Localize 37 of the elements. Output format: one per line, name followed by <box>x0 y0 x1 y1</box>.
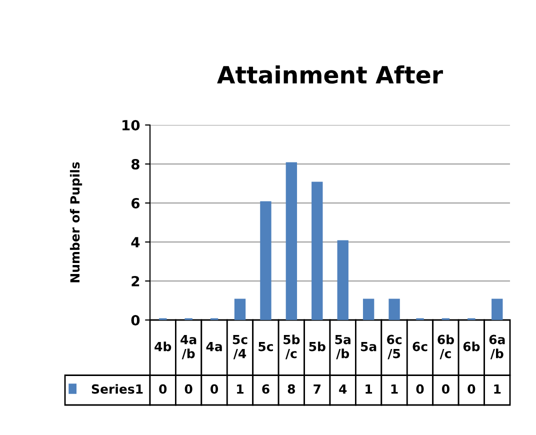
data-label: 0 <box>442 384 450 394</box>
y-axis-title: Number of Pupils <box>70 162 82 282</box>
x-tick-label: 5c <box>258 342 273 352</box>
x-tick-label: 5c/4 <box>232 334 248 360</box>
x-tick-label: 6b/c <box>438 334 454 360</box>
data-label: 1 <box>366 384 372 394</box>
data-label: 7 <box>314 384 320 394</box>
data-label: 8 <box>288 384 295 394</box>
x-tick-label: 6c/5 <box>387 334 402 360</box>
y-tick-label: 6 <box>131 198 140 208</box>
data-label: 1 <box>237 384 244 394</box>
y-tick-label: 10 <box>122 120 140 130</box>
chart-title: Attainment After <box>217 65 443 84</box>
data-label: 1 <box>391 384 398 394</box>
data-label: 0 <box>159 384 167 394</box>
data-label: 0 <box>416 384 424 394</box>
y-tick-label: 8 <box>131 158 140 170</box>
x-tick-label: 4b <box>154 342 172 352</box>
data-label: 1 <box>494 384 501 394</box>
legend-label: Series1 <box>92 384 143 394</box>
x-tick-label: 5a/b <box>335 334 350 360</box>
x-tick-label: 5b <box>309 342 326 352</box>
x-tick-label: 4a/b <box>180 334 196 360</box>
data-label: 0 <box>184 384 192 394</box>
x-tick-label: 6b <box>463 342 480 352</box>
y-tick-label: 0 <box>131 314 140 326</box>
x-tick-label: 5a <box>360 342 376 352</box>
x-tick-label: 4a <box>206 342 222 352</box>
data-label: 0 <box>468 384 476 394</box>
y-tick-label: 2 <box>132 276 140 286</box>
data-label: 4 <box>339 384 347 394</box>
data-label: 0 <box>210 384 218 394</box>
x-tick-label: 6a/b <box>489 334 505 360</box>
data-label: 6 <box>262 384 270 394</box>
y-tick-label: 4 <box>131 237 140 248</box>
x-tick-label: 5b/c <box>284 334 300 360</box>
x-tick-label: 6c <box>412 342 428 352</box>
